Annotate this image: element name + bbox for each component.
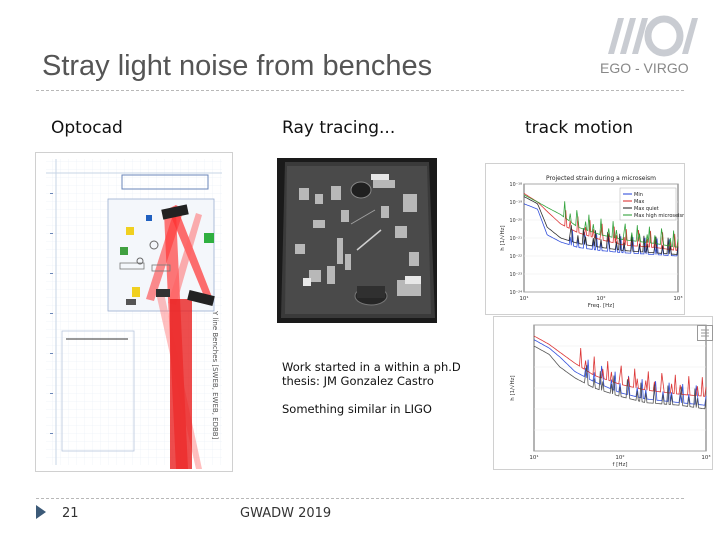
y-tick-label: 10⁻¹⁸ — [510, 182, 523, 188]
optocad-label: Optocad — [51, 118, 123, 138]
y-tick-label: 10⁻²⁴ — [510, 290, 523, 296]
notes-icon[interactable] — [697, 325, 713, 341]
optocad-figure: Y line Benches [SWEB, EWEB, EDBB] — [35, 152, 233, 472]
footer-divider — [36, 498, 684, 499]
x-tick-label: 10¹ — [519, 295, 528, 302]
y-axis-label: h [1/√Hz] — [509, 375, 516, 400]
series-line-black — [533, 345, 707, 410]
y-tick-label: 10⁻²⁰ — [510, 218, 523, 224]
chart-1-svg: 10¹ 10² 10³ 10⁻¹⁸ 10⁻¹⁹ 10⁻²⁰ 10⁻²¹ 10⁻²² 10⁻²³ 1… — [499, 175, 684, 309]
note-line-1: Work started in a within a ph.D — [282, 360, 461, 374]
note-line-3: Something similar in LIGO — [282, 402, 432, 416]
chart-2-svg: 10¹ 10² 10³ f [Hz] h [1/√Hz] — [509, 324, 711, 468]
optocad-drawing — [46, 159, 222, 469]
ego-virgo-logo — [604, 14, 704, 60]
chart-projected-strain: 10¹ 10² 10³ 10⁻¹⁸ 10⁻¹⁹ 10⁻²⁰ 10⁻²¹ 10⁻²² 10⁻²³ 1… — [485, 163, 685, 315]
series-line-min — [523, 203, 679, 257]
chart-strain-comparison: 10¹ 10² 10³ f [Hz] h [1/√Hz] — [493, 316, 713, 470]
chart-title: Projected strain during a microseism — [546, 175, 656, 182]
page-number: 21 — [62, 506, 79, 521]
series-line-max-high-microseism — [523, 194, 679, 248]
y-axis-label: h [1/√Hz] — [499, 225, 506, 250]
legend-entry: Max — [634, 199, 644, 205]
series-line-blue — [533, 339, 707, 406]
legend-entry: Max high microseism — [634, 213, 684, 219]
x-tick-label: 10² — [615, 454, 624, 461]
x-axis-label: Freq. [Hz] — [588, 303, 615, 309]
y-tick-label: 10⁻¹⁹ — [510, 200, 523, 206]
footer-arrow-icon — [36, 505, 46, 519]
optocad-caption-wrap: Y line Benches [SWEB, EWEB, EDBB] — [207, 311, 221, 455]
series-line-max-quiet — [523, 196, 679, 255]
series-line-red — [533, 335, 707, 397]
x-tick-label: 10² — [596, 295, 605, 302]
legend-entry: Min — [634, 192, 643, 198]
track-motion-label: track motion — [525, 118, 634, 138]
y-tick-label: 10⁻²¹ — [510, 236, 523, 242]
optocad-vertical-caption: Y line Benches [SWEB, EWEB, EDBB] — [211, 311, 219, 440]
note-line-2: thesis: JM Gonzalez Castro — [282, 374, 434, 388]
raytracing-scene — [281, 162, 435, 318]
y-tick-label: 10⁻²² — [510, 254, 523, 260]
organization-label: EGO - VIRGO — [600, 60, 689, 76]
x-tick-label: 10³ — [673, 295, 682, 302]
raytracing-render — [277, 158, 437, 323]
footer-text: GWADW 2019 — [240, 506, 332, 521]
slide-title: Stray light noise from benches — [42, 50, 433, 82]
x-axis-label: f [Hz] — [613, 462, 628, 468]
x-tick-label: 10¹ — [529, 454, 538, 461]
title-divider — [36, 90, 684, 91]
raytracing-label: Ray tracing... — [282, 118, 396, 138]
legend-entry: Max quiet — [634, 206, 659, 212]
series-line-max — [523, 193, 679, 251]
x-tick-label: 10³ — [701, 454, 710, 461]
y-tick-label: 10⁻²³ — [510, 272, 523, 278]
